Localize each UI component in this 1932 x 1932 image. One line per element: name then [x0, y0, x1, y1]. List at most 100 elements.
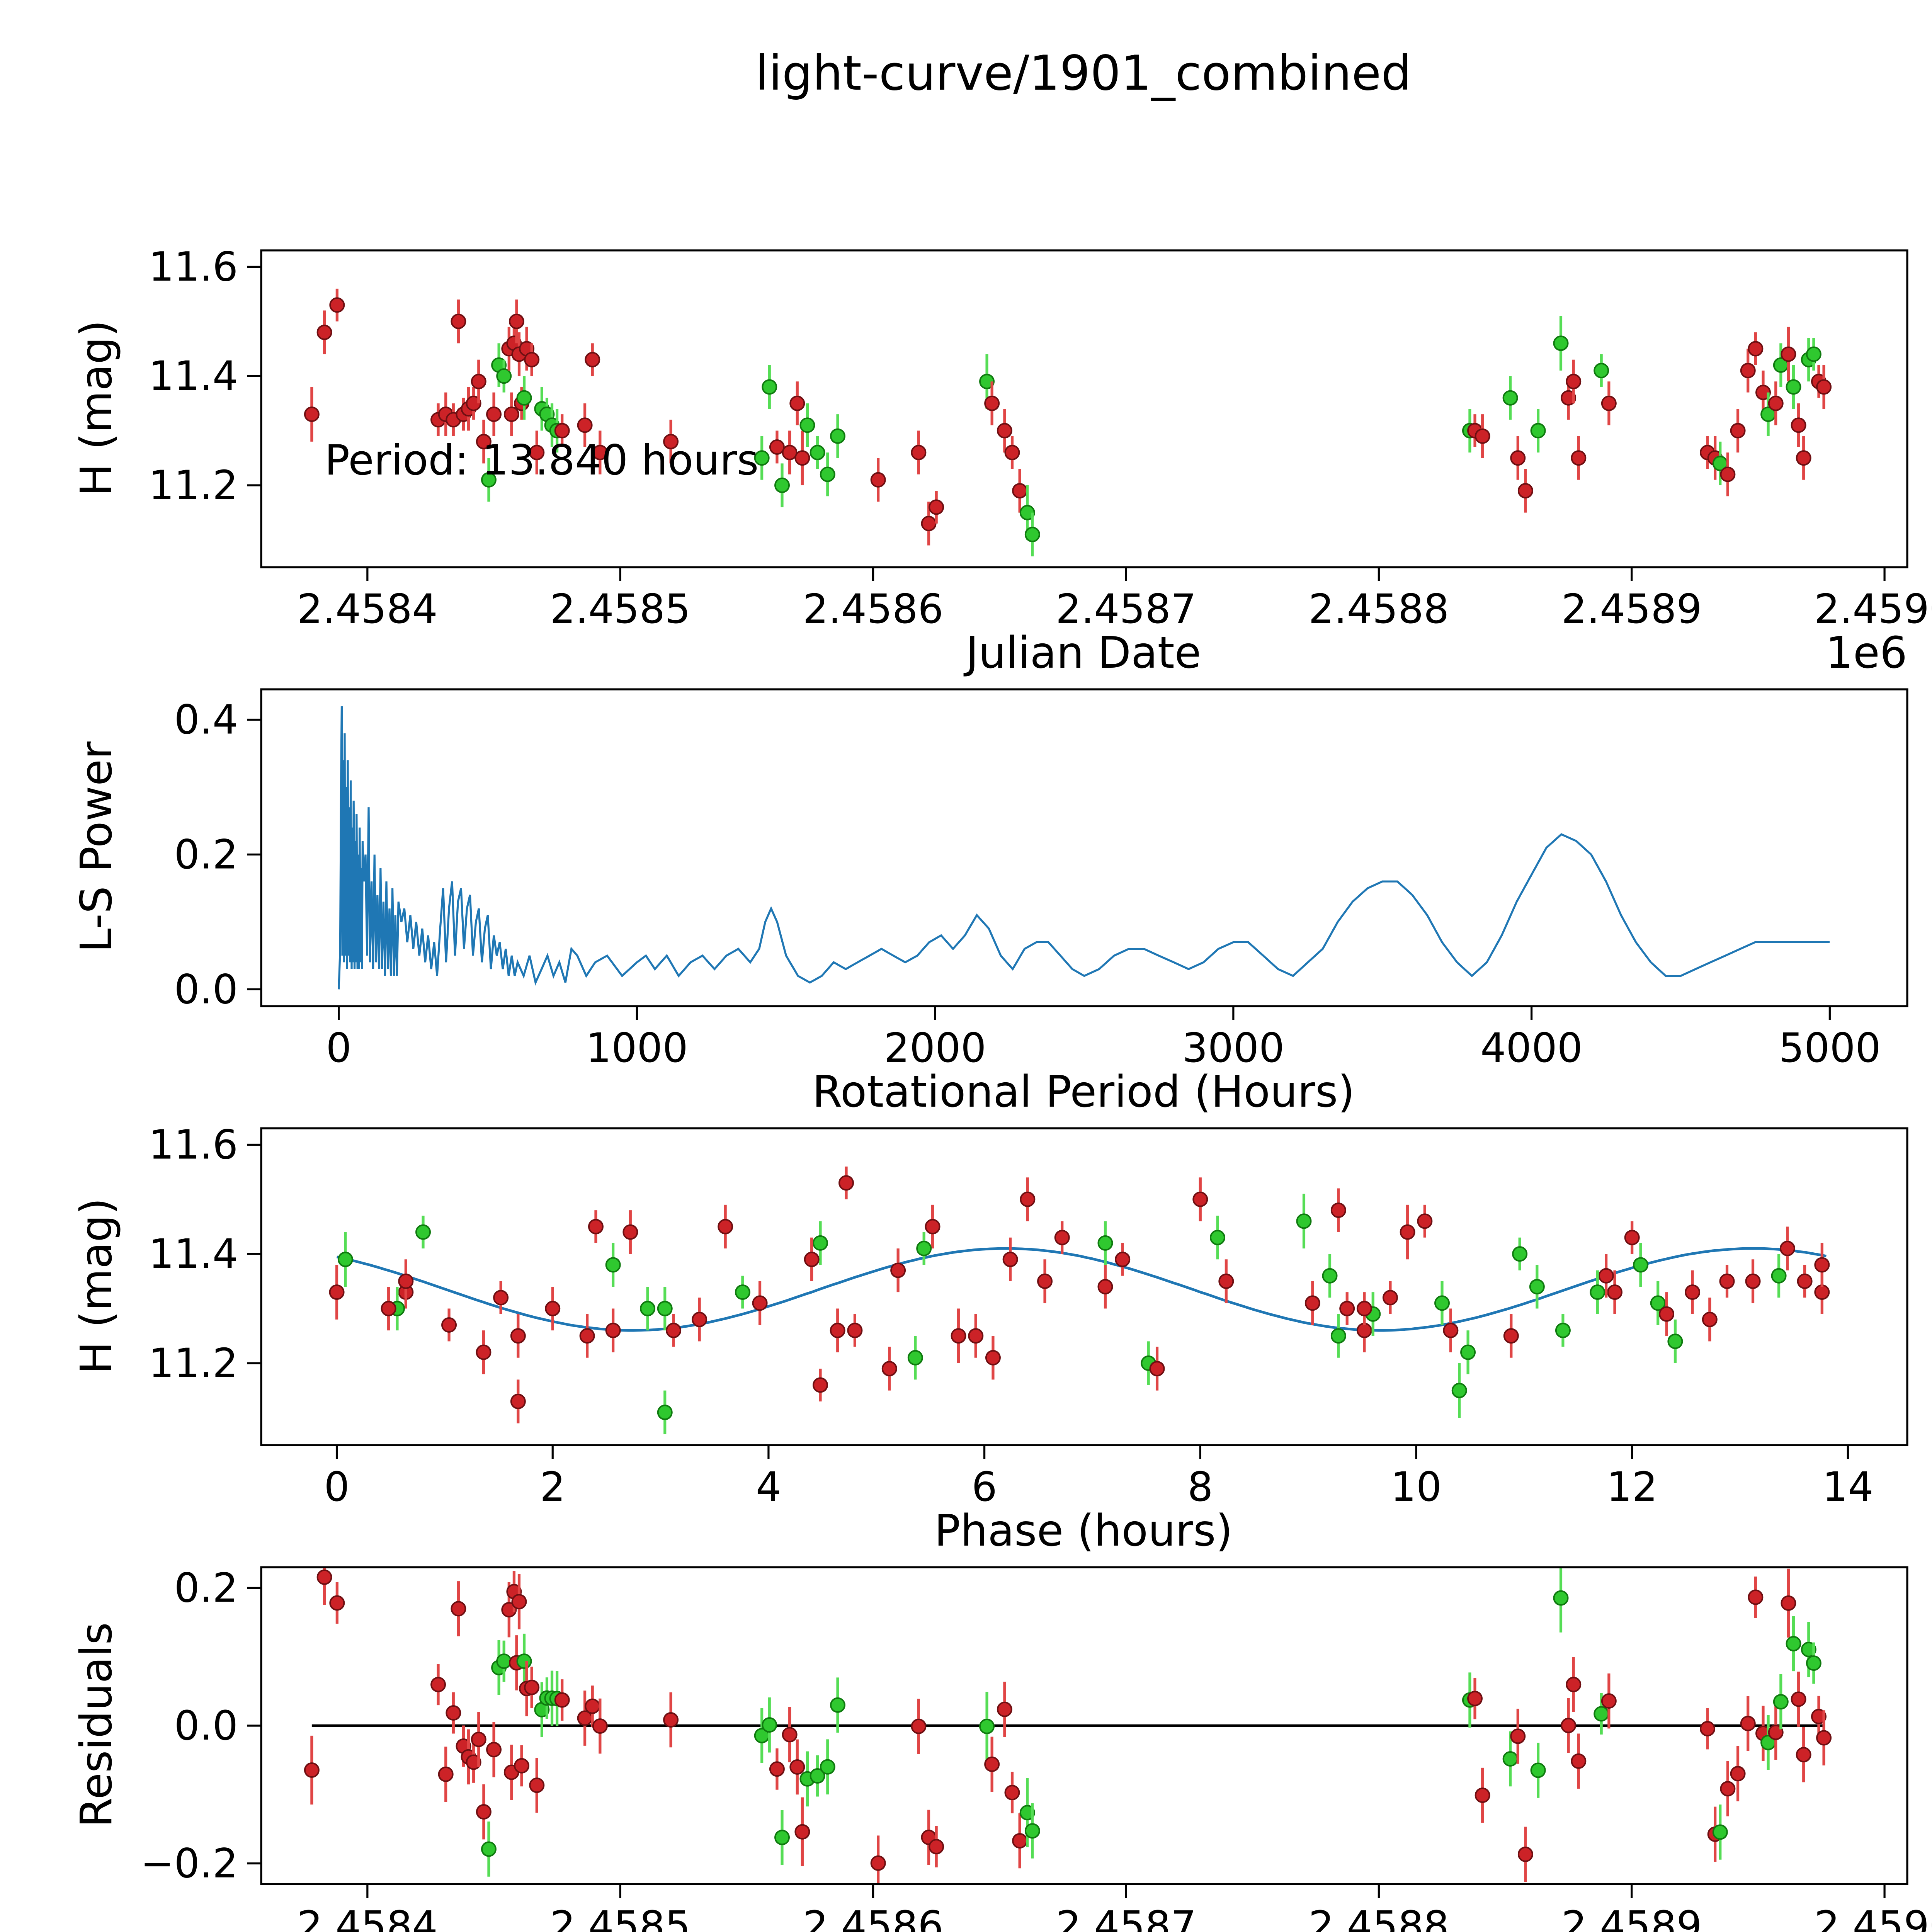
data-point-green: [640, 1301, 656, 1316]
x-tick-label: 2.4589: [1561, 585, 1702, 633]
x-tick-label: 4: [756, 1463, 781, 1510]
data-point-green: [774, 477, 790, 493]
data-point-red: [1685, 1284, 1701, 1300]
data-point-red: [1779, 1241, 1795, 1257]
data-point-red: [1503, 1328, 1519, 1344]
data-point-green: [754, 450, 770, 466]
data-point-red: [890, 1262, 906, 1278]
data-point-red: [838, 1175, 854, 1191]
data-point-red: [1811, 1709, 1827, 1725]
data-point-red: [1748, 341, 1764, 357]
x-tick-label: 2.4588: [1308, 1902, 1449, 1932]
data-point-red: [510, 1393, 526, 1409]
data-point-red: [577, 417, 593, 433]
data-point-red: [1004, 445, 1020, 461]
data-point-red: [451, 1601, 466, 1617]
data-point-red: [524, 1679, 540, 1695]
data-point-red: [1601, 395, 1617, 411]
x-tick-label: 2.4590: [1814, 585, 1932, 633]
x-tick-label: 0: [324, 1463, 349, 1510]
y-tick-label: 0.4: [174, 696, 238, 743]
data-point-red: [997, 1701, 1012, 1717]
data-point-green: [762, 1717, 777, 1733]
x-tick-label: 2.4587: [1056, 1902, 1196, 1932]
data-point-green: [810, 445, 825, 461]
data-point-green: [820, 1759, 835, 1775]
data-point-red: [592, 1718, 608, 1734]
data-point-red: [1601, 1693, 1617, 1709]
data-point-red: [1517, 483, 1533, 499]
data-point-red: [813, 1377, 828, 1393]
axes-frame: [260, 249, 1908, 568]
data-point-red: [1720, 1781, 1736, 1797]
data-point-green: [762, 379, 777, 395]
data-point-green: [1530, 423, 1546, 439]
data-point-red: [1796, 1747, 1811, 1763]
data-point-red: [441, 1317, 457, 1333]
data-point-red: [1475, 428, 1490, 444]
data-point-green: [916, 1241, 932, 1257]
data-point-red: [1598, 1268, 1614, 1284]
data-point-green: [830, 1697, 845, 1713]
data-point-red: [1304, 1295, 1320, 1311]
y-tick-label: 11.2: [148, 1340, 238, 1387]
y-tick-label: 11.4: [148, 1230, 238, 1277]
data-point-red: [622, 1224, 638, 1240]
data-point-red: [585, 352, 600, 367]
data-point-green: [1786, 1636, 1801, 1651]
data-point-red: [1755, 384, 1771, 400]
y-tick-label: 0.0: [174, 966, 238, 1013]
x-tick-label: 14: [1822, 1463, 1873, 1510]
x-tick-label: 10: [1391, 1463, 1442, 1510]
data-point-red: [951, 1328, 966, 1344]
data-point-red: [486, 1742, 502, 1758]
data-point-red: [1796, 450, 1811, 466]
x-tick-label: 2.4584: [297, 1902, 438, 1932]
data-point-red: [997, 423, 1012, 439]
data-point-red: [316, 1569, 332, 1585]
data-point-red: [1768, 395, 1784, 411]
data-point-green: [657, 1301, 673, 1316]
data-point-red: [1002, 1252, 1018, 1267]
data-point-red: [1719, 1273, 1735, 1289]
data-point-green: [496, 368, 512, 384]
data-point-red: [1607, 1284, 1622, 1300]
x-tick-label: 6: [972, 1463, 997, 1510]
data-point-red: [476, 1344, 492, 1360]
data-point-red: [398, 1273, 414, 1289]
data-point-red: [1566, 374, 1582, 389]
data-point-red: [466, 1754, 481, 1770]
data-point-red: [1382, 1290, 1398, 1306]
data-point-green: [1590, 1284, 1605, 1300]
data-point-red: [605, 1323, 621, 1338]
y-axis-label-residuals: Residuals: [71, 1622, 122, 1827]
data-point-green: [516, 390, 532, 406]
data-point-red: [984, 395, 1000, 411]
data-point-red: [1624, 1230, 1640, 1245]
data-point-green: [979, 1718, 995, 1734]
data-point-green: [1553, 1590, 1569, 1606]
data-point-green: [1806, 346, 1821, 362]
data-point-red: [663, 434, 679, 449]
data-point-red: [1004, 1785, 1020, 1801]
data-point-red: [1814, 1257, 1830, 1273]
data-point-red: [929, 499, 944, 515]
data-point-red: [752, 1295, 768, 1311]
data-point-green: [1773, 1694, 1789, 1710]
x-tick-label: 12: [1607, 1463, 1658, 1510]
data-point-red: [1659, 1306, 1675, 1322]
data-point-red: [1443, 1323, 1459, 1338]
data-point-red: [1475, 1787, 1490, 1803]
data-point-red: [1561, 390, 1577, 406]
data-point-red: [430, 1677, 446, 1692]
data-point-green: [1594, 1706, 1609, 1722]
data-point-red: [329, 1284, 345, 1300]
data-point-red: [1417, 1213, 1433, 1229]
data-point-green: [1553, 335, 1569, 351]
data-point-red: [1700, 1721, 1716, 1736]
data-point-green: [1806, 1655, 1821, 1671]
data-point-red: [545, 1301, 561, 1316]
data-point-red: [304, 1762, 320, 1778]
x-tick-label: 2.4585: [550, 1902, 690, 1932]
